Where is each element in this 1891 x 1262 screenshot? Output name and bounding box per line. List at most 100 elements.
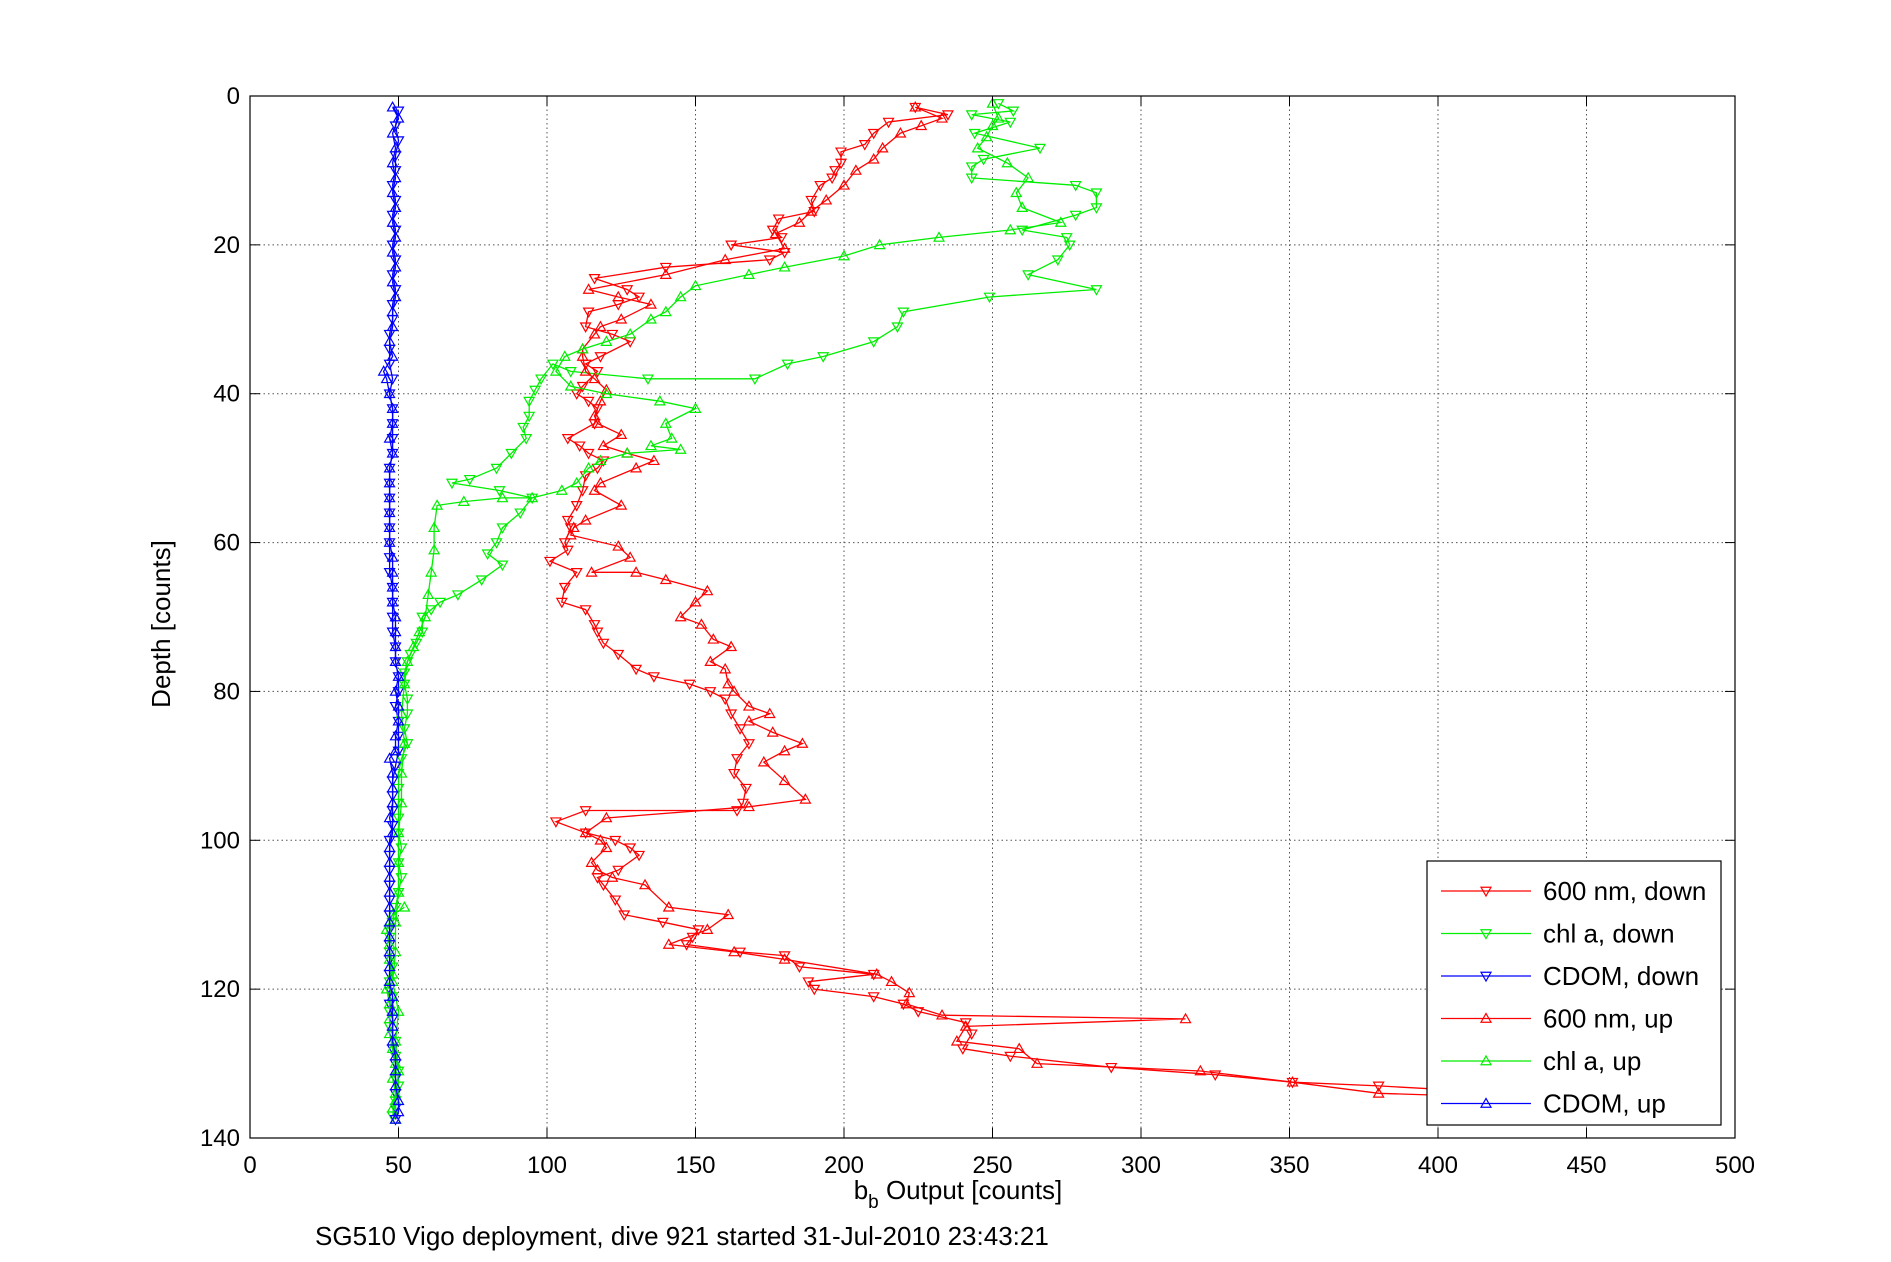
- data-point: [900, 997, 913, 1009]
- data-point: [386, 796, 399, 808]
- data-point: [826, 173, 839, 185]
- x-tick-label: 0: [243, 1152, 256, 1179]
- data-point: [725, 709, 738, 720]
- y-tick-label: 80: [213, 678, 240, 705]
- data-point: [389, 141, 402, 153]
- legend-label: 600 nm, up: [1543, 1004, 1673, 1034]
- data-point: [597, 638, 610, 650]
- data-point: [582, 461, 595, 473]
- data-point: [1179, 1012, 1192, 1024]
- data-point: [582, 307, 595, 319]
- data-point: [689, 402, 702, 413]
- data-point: [392, 714, 405, 726]
- data-point: [383, 752, 396, 763]
- data-point: [457, 495, 470, 506]
- x-tick-label: 400: [1418, 1152, 1458, 1179]
- data-point: [1069, 180, 1082, 192]
- data-series: [377, 97, 1638, 1126]
- data-point: [808, 207, 821, 218]
- data-point: [401, 694, 414, 706]
- data-point: [392, 813, 405, 825]
- data-point: [389, 290, 402, 302]
- data-point: [377, 365, 390, 376]
- legend-entry: CDOM, up: [1441, 1089, 1666, 1119]
- data-point: [389, 1079, 402, 1091]
- data-point: [398, 901, 411, 912]
- data-point: [383, 389, 396, 400]
- data-point: [662, 938, 675, 949]
- y-tick-label: 60: [213, 530, 240, 557]
- data-point: [389, 1064, 402, 1076]
- data-point: [834, 147, 848, 159]
- data-point: [383, 335, 396, 346]
- data-point: [386, 404, 399, 415]
- data-point: [395, 796, 408, 808]
- data-point: [817, 352, 830, 363]
- data-point: [665, 432, 678, 443]
- data-point: [1105, 1062, 1118, 1074]
- data-point: [778, 774, 791, 786]
- x-axis-label-main: b: [854, 1175, 868, 1205]
- data-point: [882, 117, 895, 129]
- data-point: [582, 396, 595, 408]
- data-point: [490, 463, 503, 475]
- data-point: [1060, 233, 1073, 244]
- data-point: [549, 365, 562, 376]
- data-point: [389, 744, 402, 756]
- data-point: [392, 856, 405, 867]
- data-point: [425, 605, 438, 616]
- data-point: [600, 335, 613, 346]
- data-point: [398, 668, 411, 680]
- data-point: [1004, 117, 1017, 129]
- data-point: [915, 119, 928, 131]
- data-point: [728, 768, 741, 780]
- data-point: [588, 620, 601, 631]
- data-point: [778, 951, 791, 962]
- data-point: [621, 285, 634, 296]
- data-point: [582, 283, 595, 294]
- y-tick-label: 100: [200, 827, 240, 854]
- data-point: [624, 843, 637, 854]
- data-point: [594, 352, 607, 363]
- legend-entry: 600 nm, up: [1441, 1004, 1673, 1034]
- data-point: [398, 677, 411, 689]
- data-point: [594, 834, 607, 845]
- data-point: [386, 1042, 399, 1054]
- data-point: [383, 960, 396, 972]
- data-point: [579, 365, 592, 376]
- data-point: [837, 249, 851, 261]
- data-point: [576, 486, 589, 497]
- data-point: [600, 387, 613, 399]
- data-point: [796, 737, 809, 748]
- data-point: [659, 268, 672, 279]
- data-point: [686, 932, 699, 944]
- data-point: [731, 806, 744, 817]
- data-point: [644, 298, 657, 309]
- data-point: [576, 350, 589, 361]
- data-point: [579, 514, 592, 525]
- data-point: [428, 521, 441, 533]
- data-point: [428, 543, 441, 555]
- data-point: [739, 783, 753, 795]
- data-point: [389, 1049, 402, 1061]
- data-point: [389, 640, 402, 652]
- legend-label: 600 nm, down: [1543, 876, 1706, 906]
- data-point: [1013, 1042, 1026, 1054]
- data-point: [389, 729, 402, 741]
- data-point: [763, 255, 776, 266]
- data-point: [1194, 1064, 1207, 1076]
- data-point: [389, 1113, 402, 1124]
- data-point: [392, 136, 405, 147]
- data-point: [1209, 1070, 1222, 1081]
- data-point: [1090, 203, 1103, 214]
- data-point: [656, 917, 669, 929]
- data-point: [897, 999, 910, 1011]
- data-point: [422, 588, 435, 600]
- data-point: [594, 394, 607, 406]
- data-point: [386, 581, 399, 592]
- data-point: [1090, 285, 1103, 296]
- data-point: [808, 984, 821, 996]
- data-point: [742, 700, 755, 711]
- data-point: [383, 915, 396, 927]
